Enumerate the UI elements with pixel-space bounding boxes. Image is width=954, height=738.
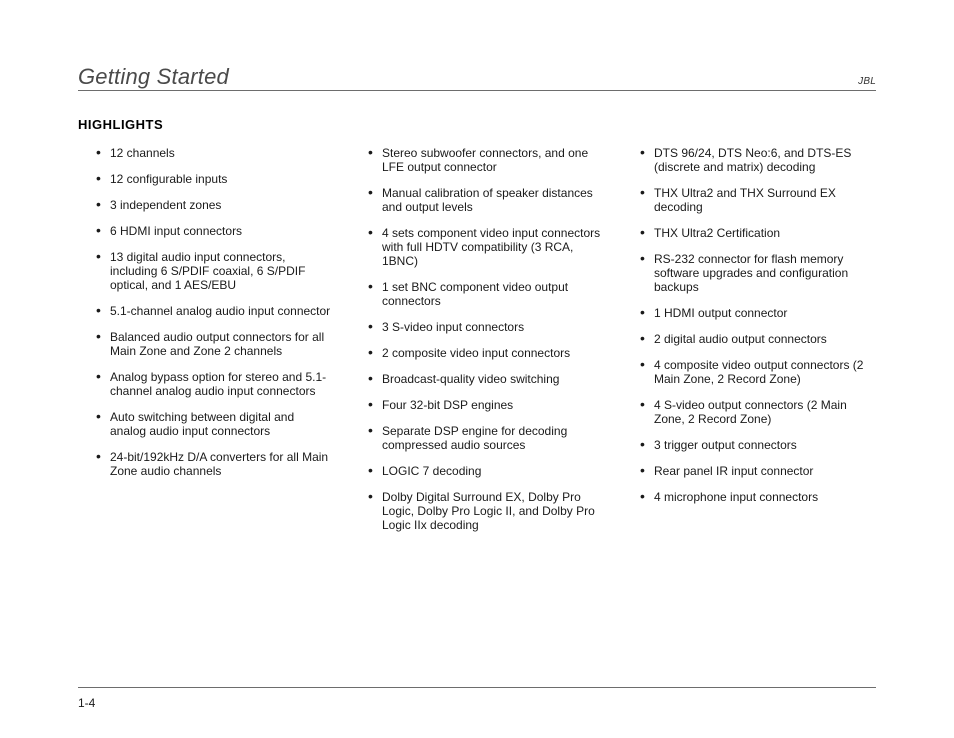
bullet-list-2: Stereo subwoofer connectors, and one LFE…	[350, 146, 604, 532]
list-item: Stereo subwoofer connectors, and one LFE…	[368, 146, 604, 174]
list-item: Analog bypass option for stereo and 5.1-…	[96, 370, 332, 398]
footer-bar: 1-4	[78, 687, 876, 710]
list-item: Manual calibration of speaker distances …	[368, 186, 604, 214]
list-item: Auto switching between digital and analo…	[96, 410, 332, 438]
list-item: 4 sets component video input connectors …	[368, 226, 604, 268]
list-item: 6 HDMI input connectors	[96, 224, 332, 238]
page: Getting Started JBL HIGHLIGHTS 12 channe…	[0, 0, 954, 738]
list-item: 12 channels	[96, 146, 332, 160]
list-item: Balanced audio output connectors for all…	[96, 330, 332, 358]
list-item: Broadcast-quality video switching	[368, 372, 604, 386]
brand-label: JBL	[858, 76, 876, 87]
header-bar: Getting Started JBL	[78, 64, 876, 91]
list-item: Four 32-bit DSP engines	[368, 398, 604, 412]
list-item: 3 trigger output connectors	[640, 438, 876, 452]
section-title: Getting Started	[78, 64, 229, 90]
list-item: THX Ultra2 Certification	[640, 226, 876, 240]
list-item: 3 S-video input connectors	[368, 320, 604, 334]
list-item: 4 composite video output connectors (2 M…	[640, 358, 876, 386]
list-item: Dolby Digital Surround EX, Dolby Pro Log…	[368, 490, 604, 532]
bullet-list-1: 12 channels 12 configurable inputs 3 indep…	[78, 146, 332, 478]
list-item: THX Ultra2 and THX Surround EX decoding	[640, 186, 876, 214]
highlights-heading: HIGHLIGHTS	[78, 117, 876, 132]
list-item: 5.1-channel analog audio input connector	[96, 304, 332, 318]
list-item: 2 composite video input connectors	[368, 346, 604, 360]
highlights-columns: 12 channels 12 configurable inputs 3 indep…	[78, 146, 876, 687]
column-1: 12 channels 12 configurable inputs 3 indep…	[78, 146, 332, 687]
list-item: 4 microphone input connectors	[640, 490, 876, 504]
list-item: 1 set BNC component video output connect…	[368, 280, 604, 308]
bullet-list-3: DTS 96/24, DTS Neo:6, and DTS-ES (discre…	[622, 146, 876, 504]
column-3: DTS 96/24, DTS Neo:6, and DTS-ES (discre…	[622, 146, 876, 687]
list-item: 1 HDMI output connector	[640, 306, 876, 320]
list-item: Rear panel IR input connector	[640, 464, 876, 478]
list-item: 3 independent zones	[96, 198, 332, 212]
list-item: 4 S-video output connectors (2 Main Zone…	[640, 398, 876, 426]
list-item: LOGIC 7 decoding	[368, 464, 604, 478]
page-number: 1-4	[78, 696, 95, 710]
list-item: 13 digital audio input connectors, inclu…	[96, 250, 332, 292]
list-item: Separate DSP engine for decoding compres…	[368, 424, 604, 452]
list-item: DTS 96/24, DTS Neo:6, and DTS-ES (discre…	[640, 146, 876, 174]
list-item: RS-232 connector for flash memory softwa…	[640, 252, 876, 294]
list-item: 2 digital audio output connectors	[640, 332, 876, 346]
list-item: 12 configurable inputs	[96, 172, 332, 186]
list-item: 24-bit/192kHz D/A converters for all Mai…	[96, 450, 332, 478]
column-2: Stereo subwoofer connectors, and one LFE…	[350, 146, 604, 687]
